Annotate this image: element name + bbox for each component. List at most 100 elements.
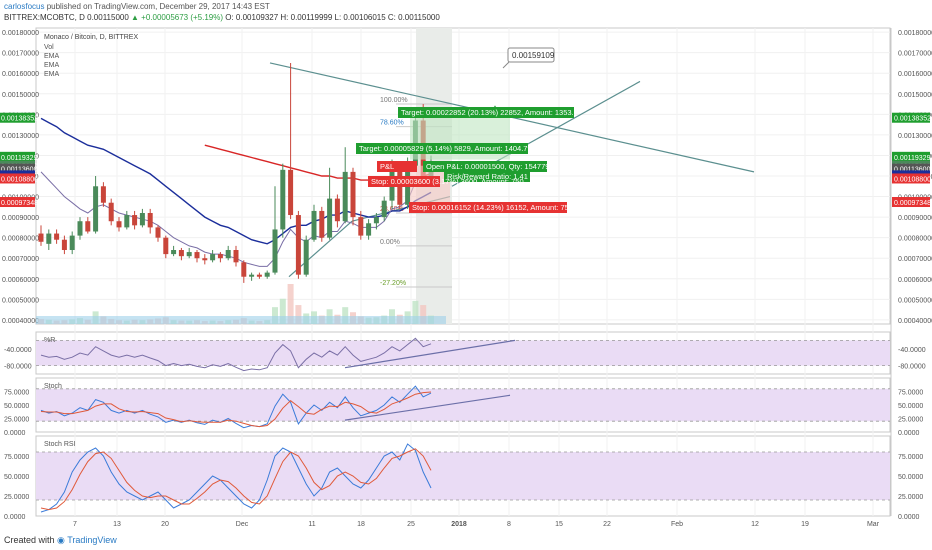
- candle-body: [241, 262, 247, 277]
- symbol-info: BITTREX:MCOBTC, D 0.00115000 ▲ +0.000056…: [4, 13, 440, 22]
- price-tag-left: [0, 112, 35, 123]
- candle-body: [319, 210, 325, 238]
- candle-body: [225, 250, 231, 259]
- candle-body: [61, 239, 67, 250]
- fib-level-label: -27.20%: [380, 280, 406, 287]
- stoch-tick-right: 75.0000: [898, 390, 923, 397]
- price-change: ▲ +0.00005673 (+5.19%): [131, 13, 224, 22]
- candle-body: [132, 215, 138, 226]
- author-name[interactable]: carlosfocus: [4, 2, 45, 11]
- candle-body: [155, 227, 161, 238]
- y-tick-label-right: 0.00160000: [898, 71, 932, 78]
- chart-title: Monaco / Bitcoin, D, BITTREX: [44, 34, 138, 41]
- y-tick-label-right: 0.00090000: [898, 215, 932, 222]
- open-pl-label-box: [423, 161, 547, 172]
- price-tag-label: 0.00138352: [894, 116, 931, 123]
- y-tick-label-right: 0.00040000: [898, 318, 932, 325]
- price-tag-label: 0.00097348: [894, 200, 931, 207]
- pl-short-label-box: [377, 161, 417, 172]
- tradingview-brand[interactable]: TradingView: [67, 535, 117, 545]
- y-tick-label-left: 0.00080000: [2, 236, 39, 243]
- candle-body: [178, 250, 184, 257]
- candle-body: [288, 169, 294, 216]
- candle-body: [147, 213, 153, 228]
- target-label-1-box: [398, 107, 574, 118]
- candle-body: [124, 215, 130, 228]
- stoch-tick-left: 75.0000: [4, 390, 29, 397]
- stoch-trendline: [344, 394, 511, 421]
- candle-body: [171, 250, 177, 255]
- y-tick-label-left: 0.00050000: [2, 297, 39, 304]
- y-tick-label-left: 0.00090000: [2, 215, 39, 222]
- x-tick-label: 20: [161, 521, 169, 528]
- stoch-tick-left: 50.0000: [4, 403, 29, 410]
- created-with-label: Created with: [4, 535, 55, 545]
- risk-reward-label-box: [444, 171, 530, 182]
- candle-body: [272, 229, 278, 273]
- stoch-tick-right: 25.0000: [898, 417, 923, 424]
- candle-body: [366, 223, 372, 236]
- y-tick-label-right: 0.00150000: [898, 92, 932, 99]
- stoch-rsi-k-line: [40, 443, 432, 513]
- price-tag: [892, 197, 930, 208]
- price-tag: [892, 151, 930, 162]
- price-tag: [892, 173, 930, 184]
- candle-body: [311, 210, 317, 240]
- stop-label-2-box: [409, 202, 567, 213]
- wr-line: [40, 337, 432, 372]
- stoch-tick-left: 0.0000: [4, 430, 26, 437]
- candle-body: [327, 198, 333, 238]
- x-tick-label: Dec: [236, 521, 249, 528]
- stoch-rsi-tick-left: 50.0000: [4, 474, 29, 481]
- candle-body: [303, 239, 309, 275]
- y-tick-label-left: 0.00150000: [2, 92, 39, 99]
- y-tick-label-left: 0.00040000: [2, 318, 39, 325]
- price-tag-left-label: 0.00097348: [1, 200, 38, 207]
- candle-body: [93, 186, 99, 232]
- volume-bar: [412, 300, 419, 324]
- candle-body: [334, 198, 340, 222]
- price-tag-left: [0, 173, 35, 184]
- price-tag-left: [0, 151, 35, 162]
- candle-body: [108, 202, 114, 222]
- stoch-k-line: [40, 385, 432, 429]
- callout-box: [507, 47, 555, 63]
- candle-body: [350, 171, 356, 218]
- candle-body: [139, 213, 145, 226]
- candle-body: [100, 186, 106, 203]
- stoch-rsi-tick-right: 25.0000: [898, 494, 923, 501]
- chart-canvas[interactable]: 0.00180000 0.00180000 0.00170000 0.00170000…: [0, 24, 932, 534]
- price-tag-label: 0.00113600: [894, 167, 931, 174]
- stoch-rsi-tick-left: 0.0000: [4, 514, 26, 521]
- candle-body: [381, 200, 387, 218]
- volume-bar: [272, 307, 278, 324]
- candle-body: [342, 171, 348, 222]
- candle-body: [358, 217, 364, 236]
- legend-entry: EMA: [44, 53, 60, 60]
- candle-body: [186, 252, 192, 257]
- wr-tick-right: -80.0000: [898, 364, 926, 371]
- ohlc-values: O: 0.00109327 H: 0.00119999 L: 0.0010601…: [225, 13, 440, 22]
- candle-body: [54, 233, 60, 240]
- candle-body: [116, 221, 122, 228]
- candle-body: [38, 233, 44, 242]
- open-pl-label: Open P&L: 0.00001500, Qty: 1547795: [426, 162, 554, 171]
- y-tick-label-left: 0.00180000: [2, 30, 39, 37]
- wr-tick-left: -80.0000: [4, 364, 32, 371]
- target-label-2: Target: 0.00005829 (5.14%) 5829, Amount:…: [359, 144, 532, 153]
- stoch-rsi-tick-right: 75.0000: [898, 454, 923, 461]
- stoch-rsi-band: [36, 452, 890, 500]
- candle-body: [217, 254, 223, 259]
- candle-body: [373, 217, 379, 224]
- fib-level-label: 100.00%: [380, 97, 408, 104]
- candle-body: [163, 237, 169, 255]
- candle-body: [77, 221, 83, 236]
- x-tick-label: 18: [357, 521, 365, 528]
- volume-bar: [279, 298, 286, 324]
- risk-reward-label: Risk/Reward Ratio: 1.41: [447, 172, 528, 181]
- price-tag-left: [0, 197, 35, 208]
- stoch-rsi-title: Stoch RSI: [44, 441, 76, 448]
- candle-body: [249, 274, 255, 277]
- wr-tick-right: -40.0000: [898, 347, 926, 354]
- x-tick-label: 15: [555, 521, 563, 528]
